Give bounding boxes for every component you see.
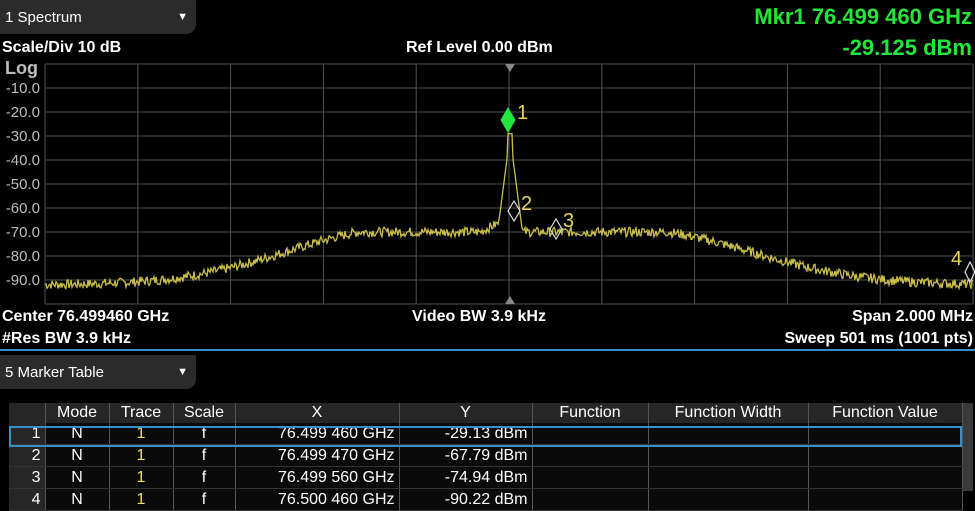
marker-function-value — [808, 444, 963, 467]
marker-function[interactable] — [532, 444, 649, 467]
y-label: -20.0 — [5, 104, 40, 121]
marker-function[interactable] — [532, 466, 649, 489]
marker-1-icon — [500, 107, 516, 133]
marker-trace[interactable]: 1 — [109, 466, 174, 489]
marker-2-label: 2 — [521, 193, 532, 215]
marker-4-label: 4 — [951, 248, 962, 270]
table-row[interactable]: 2 N 1 f 76.499 470 GHz -67.79 dBm — [9, 444, 963, 467]
spectrum-plot[interactable]: 1 2 3 4 — [0, 0, 975, 330]
marker-function-value — [808, 466, 963, 489]
marker-table-grid: Mode Trace Scale X Y Function Function W… — [9, 403, 963, 511]
table-row[interactable]: 1 N 1 f 76.499 460 GHz -29.13 dBm — [9, 423, 963, 445]
col-header-trace[interactable]: Trace — [109, 403, 174, 423]
col-header-scale[interactable]: Scale — [173, 403, 236, 423]
marker-trace[interactable]: 1 — [109, 488, 174, 511]
graticule-grid — [44, 63, 974, 305]
chevron-down-icon: ▼ — [177, 366, 188, 378]
marker-y: -67.79 dBm — [399, 444, 533, 467]
marker-y: -74.94 dBm — [399, 466, 533, 489]
col-header-mode[interactable]: Mode — [45, 403, 110, 423]
video-bandwidth: Video BW 3.9 kHz — [412, 308, 546, 325]
table-row[interactable]: 3 N 1 f 76.499 560 GHz -74.94 dBm — [9, 466, 963, 489]
marker-1-label: 1 — [517, 102, 528, 124]
scale-per-division: Scale/Div 10 dB — [2, 39, 122, 56]
table-row[interactable]: 4 N 1 f 76.500 460 GHz -90.22 dBm — [9, 488, 963, 511]
marker-function[interactable] — [532, 423, 649, 445]
center-marker-icon — [505, 296, 515, 304]
marker-2-icon — [507, 199, 521, 223]
marker-table-window-selector[interactable]: 5 Marker Table ▼ — [0, 355, 196, 389]
spectrum-selector-label: 1 Spectrum — [5, 8, 82, 26]
center-frequency: Center 76.499460 GHz — [2, 308, 170, 325]
col-header-function[interactable]: Function — [532, 403, 649, 423]
marker-3-icon — [549, 217, 563, 241]
marker-3-label: 3 — [563, 210, 574, 232]
y-label: -70.0 — [5, 224, 40, 241]
window-divider — [0, 349, 975, 351]
marker-x[interactable]: 76.500 460 GHz — [235, 488, 400, 511]
marker-y: -29.13 dBm — [399, 423, 533, 445]
y-label: -60.0 — [5, 200, 40, 217]
resolution-bandwidth: #Res BW 3.9 kHz — [2, 330, 131, 347]
marker-mode[interactable]: N — [45, 488, 110, 511]
marker-mode[interactable]: N — [45, 444, 110, 467]
col-header-y[interactable]: Y — [399, 403, 533, 423]
marker-scale[interactable]: f — [173, 423, 236, 445]
y-label: -10.0 — [5, 80, 40, 97]
col-header-x[interactable]: X — [235, 403, 400, 423]
marker-amplitude-readout: -29.125 dBm — [842, 35, 972, 60]
marker-function-width[interactable] — [648, 466, 809, 489]
scale-type-label: Log — [5, 58, 38, 78]
reference-level: Ref Level 0.00 dBm — [406, 39, 553, 56]
y-label: -40.0 — [5, 152, 40, 169]
col-header-num — [9, 403, 46, 423]
chevron-down-icon: ▼ — [177, 11, 188, 23]
col-header-function-width[interactable]: Function Width — [648, 403, 809, 423]
marker-scale[interactable]: f — [173, 488, 236, 511]
y-label: -90.0 — [5, 272, 40, 289]
marker-function-width[interactable] — [648, 444, 809, 467]
marker-trace[interactable]: 1 — [109, 423, 174, 445]
spectrum-window-selector[interactable]: 1 Spectrum ▼ — [0, 0, 196, 34]
marker-function-value — [808, 423, 963, 445]
span: Span 2.000 MHz — [852, 308, 973, 325]
marker-table-selector-label: 5 Marker Table — [5, 363, 104, 381]
marker-x[interactable]: 76.499 560 GHz — [235, 466, 400, 489]
marker-x[interactable]: 76.499 460 GHz — [235, 423, 400, 445]
marker-table: Mode Trace Scale X Y Function Function W… — [9, 403, 963, 511]
ref-level-marker-icon — [505, 64, 515, 72]
marker-mode[interactable]: N — [45, 466, 110, 489]
marker-function-width[interactable] — [648, 423, 809, 445]
marker-number: 1 — [9, 423, 46, 445]
spectrum-trace — [44, 132, 974, 291]
table-header-row: Mode Trace Scale X Y Function Function W… — [9, 403, 963, 423]
marker-scale[interactable]: f — [173, 444, 236, 467]
marker-number: 4 — [9, 488, 46, 511]
marker-4-icon — [964, 260, 975, 284]
y-label: -80.0 — [5, 248, 40, 265]
marker-function[interactable] — [532, 488, 649, 511]
col-header-function-value[interactable]: Function Value — [808, 403, 963, 423]
y-label: -30.0 — [5, 128, 40, 145]
marker-number: 3 — [9, 466, 46, 489]
marker-function-width[interactable] — [648, 488, 809, 511]
marker-frequency-readout: Mkr1 76.499 460 GHz — [754, 4, 972, 29]
marker-trace[interactable]: 1 — [109, 444, 174, 467]
marker-y: -90.22 dBm — [399, 488, 533, 511]
marker-mode[interactable]: N — [45, 423, 110, 445]
sweep-time: Sweep 501 ms (1001 pts) — [784, 330, 973, 347]
marker-x[interactable]: 76.499 470 GHz — [235, 444, 400, 467]
marker-number: 2 — [9, 444, 46, 467]
marker-scale[interactable]: f — [173, 466, 236, 489]
marker-function-value — [808, 488, 963, 511]
y-label: -50.0 — [5, 176, 40, 193]
table-scrollbar[interactable] — [963, 403, 973, 491]
